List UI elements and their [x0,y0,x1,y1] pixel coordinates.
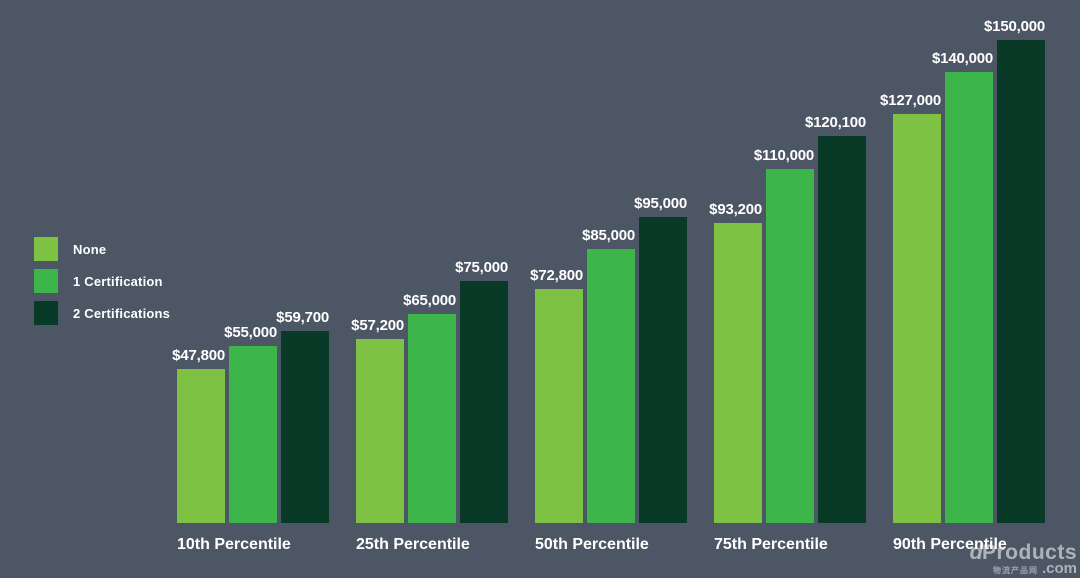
bar-group-10th-percentile: $47,800 $55,000 $59,700 10th Percentile [172,309,329,578]
bars-row: $127,000 $140,000 $150,000 [880,18,1045,523]
legend-label: None [73,241,107,257]
bar-chart: $47,800 $55,000 $59,700 10th Percentile $57,… [172,18,1045,578]
bar-1-certification-25th-percentile: $65,000 [403,292,456,523]
bar-none-10th-percentile: $47,800 [172,347,225,523]
bar-value-label: $95,000 [634,195,687,212]
bar-group-25th-percentile: $57,200 $65,000 $75,000 25th Percentile [351,259,508,578]
bar-value-label: $140,000 [932,50,993,67]
bar-group-90th-percentile: $127,000 $140,000 $150,000 90th Percentile [880,18,1045,578]
bars-row: $93,200 $110,000 $120,100 [709,114,866,523]
category-label-row: 10th Percentile [177,523,329,578]
bars-row: $72,800 $85,000 $95,000 [530,195,687,523]
legend-swatch-2-certifications [34,301,58,325]
bar-value-label: $47,800 [172,347,225,364]
legend-item-none: None [34,237,170,261]
category-label-row: 50th Percentile [535,523,687,578]
category-label-row: 25th Percentile [356,523,508,578]
category-label-25th-percentile: 25th Percentile [356,536,470,553]
bar-group-50th-percentile: $72,800 $85,000 $95,000 50th Percentile [530,195,687,578]
bar-value-label: $150,000 [984,18,1045,35]
bar-value-label: $57,200 [351,317,404,334]
bar-2-certifications-75th-percentile: $120,100 [805,114,866,523]
legend-swatch-none [34,237,58,261]
category-label-75th-percentile: 75th Percentile [714,536,828,553]
bar-none-25th-percentile: $57,200 [351,317,404,523]
category-label-50th-percentile: 50th Percentile [535,536,649,553]
bar-none-50th-percentile: $72,800 [530,267,583,523]
bar-value-label: $55,000 [224,324,277,341]
bar-value-label: $65,000 [403,292,456,309]
watermark-domain-suffix: .com [1041,560,1077,577]
bar-value-label: $110,000 [753,147,814,164]
bar-none-90th-percentile: $127,000 [880,92,941,523]
bar-2-certifications-90th-percentile: $150,000 [984,18,1045,523]
bars-row: $47,800 $55,000 $59,700 [172,309,329,523]
category-label-row: 75th Percentile [714,523,866,578]
bar-none-75th-percentile: $93,200 [709,201,762,523]
legend-item-2-certifications: 2 Certifications [34,301,170,325]
category-label-row: 90th Percentile [893,523,1045,578]
legend-label: 2 Certifications [73,305,171,321]
legend-swatch-1-certification [34,269,58,293]
bar-value-label: $75,000 [455,259,508,276]
bars-row: $57,200 $65,000 $75,000 [351,259,508,523]
bar-value-label: $85,000 [582,227,635,244]
bar-1-certification-50th-percentile: $85,000 [582,227,635,523]
bar-value-label: $93,200 [709,201,762,218]
bar-value-label: $72,800 [530,267,583,284]
bar-group-75th-percentile: $93,200 $110,000 $120,100 75th Percentile [709,114,866,578]
bar-value-label: $127,000 [880,92,941,109]
bar-value-label: $120,100 [805,114,866,131]
category-label-10th-percentile: 10th Percentile [177,536,291,553]
legend-label: 1 Certification [73,273,163,289]
category-label-90th-percentile: 90th Percentile [893,536,1007,553]
bar-1-certification-90th-percentile: $140,000 [932,50,993,523]
bar-2-certifications-50th-percentile: $95,000 [634,195,687,523]
bar-2-certifications-25th-percentile: $75,000 [455,259,508,523]
bar-1-certification-75th-percentile: $110,000 [754,147,814,523]
legend: None 1 Certification 2 Certifications [34,237,170,333]
bar-value-label: $59,700 [276,309,329,326]
bar-1-certification-10th-percentile: $55,000 [224,324,277,523]
legend-item-1-certification: 1 Certification [34,269,170,293]
bar-2-certifications-10th-percentile: $59,700 [276,309,329,523]
